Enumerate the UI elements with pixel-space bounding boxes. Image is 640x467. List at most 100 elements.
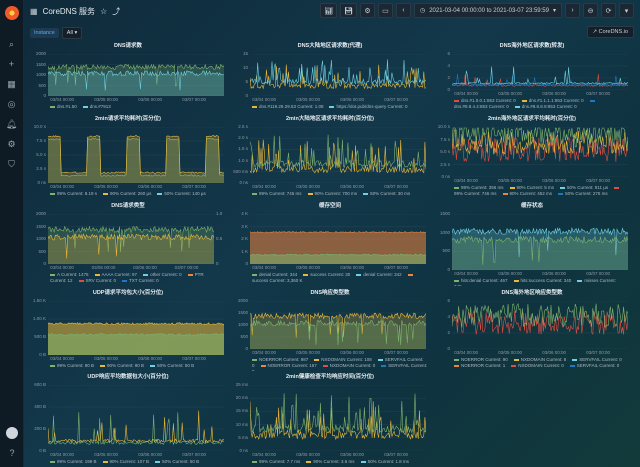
legend-item[interactable]: misses Current: 349 — [454, 278, 616, 286]
panel-title[interactable]: 2min请求平均耗时(百分位) — [94, 116, 161, 122]
legend-item[interactable]: 90% Current: 452 ms — [502, 191, 552, 196]
panel-title[interactable]: DNS海外地区请求数(转发) — [499, 43, 565, 49]
panel-title[interactable]: DNS请求类型 — [111, 203, 145, 209]
share-icon[interactable]: ⤴ — [112, 6, 121, 16]
legend-item[interactable]: https://dot.pub/dns-query Current: 0 — [329, 104, 408, 109]
legend-item[interactable]: NOERROR Current: 1 — [454, 363, 505, 368]
legend-item[interactable]: 99% Current: 7.7 ms — [252, 459, 300, 464]
panel[interactable]: DNS海外地区响应类型数 6 4 2 0 03/04 00:00 03/05 00:00 03… — [432, 289, 632, 371]
save-dashboard-button[interactable]: 💾︎ — [340, 3, 357, 18]
legend-item[interactable]: NXDOMAIN Current: 0 — [322, 363, 375, 368]
panel[interactable]: 2min海外地区请求平均耗时(百分位) 10.0 s 7.5 s 5.0 s 2.5 s… — [432, 115, 632, 199]
time-picker[interactable]: ◷ 2021-03-04 00:00:00 to 2021-03-07 23:5… — [413, 3, 562, 18]
panel[interactable]: 2min请求平均耗时(百分位) 10.0 s 7.5 s 5.0 s 2.5 s 0 ns… — [28, 115, 228, 199]
panel-title[interactable]: 2min健康检查平均响应时间(百分位) — [285, 374, 374, 380]
legend-item[interactable]: 50% Current: 1.8 ms — [360, 459, 409, 464]
panel-title[interactable]: DNS大陆地区请求数(代理) — [297, 43, 363, 49]
panel-title[interactable]: UDP请求平均包大小(百分位) — [92, 290, 164, 296]
alerting-icon[interactable]: 🔔︎ — [5, 119, 18, 129]
panel[interactable]: UDP响应平均数据包大小(百分位) 600 B 400 B 200 B 0 B 03/04… — [28, 373, 228, 467]
panel[interactable]: 缓存状态 1500 1000 500 0 03/04 00:00 03/05 00:00 03… — [432, 202, 632, 286]
legend-item[interactable]: SERVFAIL Current: 0 — [572, 357, 622, 362]
star-icon[interactable]: ☆ — [100, 6, 108, 16]
help-icon[interactable]: ? — [9, 448, 15, 458]
panel-title[interactable]: 缓存空间 — [318, 203, 341, 209]
panel[interactable]: DNS请求类型 2000 1500 1000 500 0 1.0 0.5 0 03/04 00:0… — [28, 202, 228, 286]
panel[interactable]: DNS响应类型数 2000 1500 1000 500 0 03/04 00:00 03/05… — [230, 289, 430, 371]
legend-item[interactable]: 99% Current: 8.19 s — [50, 191, 97, 196]
panel-graph[interactable] — [452, 301, 628, 349]
panel-graph[interactable] — [452, 54, 628, 90]
legend-item[interactable]: 90% Current: 5 ms — [509, 185, 554, 190]
legend-item[interactable]: NOERROR Current: 987 — [252, 357, 308, 362]
plus-icon[interactable]: + — [8, 59, 15, 69]
time-back-button[interactable]: ‹ — [395, 3, 411, 18]
legend-item[interactable]: 50% Current: 50 B — [150, 363, 194, 368]
legend-item[interactable]: SERVFAIL Current: 0 — [569, 363, 619, 368]
legend-item[interactable]: NOERROR Current: 90 — [454, 357, 508, 362]
panel[interactable]: 缓存空间 4 K 3 K 2 K 1 K 0 03/04 00:00 03/05 00:00 0… — [230, 202, 430, 286]
legend-item[interactable]: denial Current: 342 — [356, 272, 402, 277]
refresh-button[interactable]: ⟳ — [601, 3, 616, 18]
panel-graph[interactable] — [250, 214, 426, 264]
legend-item[interactable]: A Current: 1475 — [50, 272, 89, 277]
legend-item[interactable]: 90% Current: 107 B — [102, 459, 149, 464]
instance-variable-select[interactable]: All ▾ — [61, 27, 83, 39]
search-icon[interactable]: ⌕ — [8, 39, 15, 49]
legend-item[interactable]: 50% Current: 30 ms — [363, 191, 410, 196]
legend-item[interactable]: success Current: 3,360 K — [252, 272, 415, 283]
legend-item[interactable]: dns.#1.1.1.1:853 Current: 0 — [521, 98, 584, 103]
panel-graph[interactable] — [48, 385, 224, 451]
tv-mode-button[interactable]: ▭ — [377, 3, 393, 18]
panel-graph[interactable] — [250, 385, 426, 451]
legend-item[interactable]: TXT Current: 0 — [121, 278, 159, 283]
panel[interactable]: DNS大陆地区请求数(代理) 15 10 5 0 03/04 00:00 03/05 00:… — [230, 42, 430, 112]
legend-item[interactable]: dns.#1.0.0.1:853 Current: 0 — [454, 98, 516, 103]
panel-graph[interactable] — [452, 214, 628, 270]
panel[interactable]: 2min大陆地区请求平均耗时(百分位) 2.5 s 2.0 s 1.5 s 1.0 s 5… — [230, 115, 430, 199]
zoom-out-button[interactable]: ⊖ — [583, 3, 598, 18]
panel-title[interactable]: DNS海外地区响应类型数 — [501, 290, 563, 296]
panel-title[interactable]: 缓存状态 — [520, 203, 543, 209]
legend-item[interactable]: NXDOMAIN Current: 108 — [314, 357, 372, 362]
settings-button[interactable]: ⚙ — [359, 3, 375, 18]
legend-item[interactable]: hits:denial Current: 467 — [454, 278, 508, 283]
legend-item[interactable]: 90% Current: 260 µs — [103, 191, 151, 196]
legend-item[interactable]: dns.#119.29.29.53 Current: 1.08 — [252, 104, 323, 109]
legend-item[interactable]: AAAA Current: 97 — [94, 272, 137, 277]
panel[interactable]: DNS请求数 2000 1500 1000 500 0 03/04 00:00 03/05 0… — [28, 42, 228, 112]
legend-item[interactable]: NXDOMAIN Current: 8 — [513, 357, 566, 362]
legend-item[interactable]: dns.#1.50 — [50, 104, 77, 109]
explore-icon[interactable]: ◎ — [7, 99, 16, 109]
legend-item[interactable]: 99% Current: 199 B — [50, 459, 97, 464]
shield-icon[interactable]: ⛉ — [8, 159, 15, 169]
gear-icon[interactable]: ⚙ — [7, 139, 16, 149]
panel-graph[interactable] — [48, 214, 214, 264]
legend-item[interactable]: success Current: 30 — [303, 272, 350, 277]
page-title[interactable]: CoreDNS 服务 — [42, 6, 96, 16]
panel-graph[interactable] — [48, 301, 224, 355]
panel-graph[interactable] — [250, 127, 426, 183]
legend-item[interactable]: 99% Current: 745 ms — [252, 191, 302, 196]
legend-item[interactable]: hits:success Current: 340 — [513, 278, 571, 283]
add-panel-button[interactable]: 📊︎ — [320, 3, 338, 18]
legend-item[interactable]: 50% Current: 140 µs — [157, 191, 206, 196]
legend-item[interactable]: 90% Current: 700 ms — [307, 191, 357, 196]
legend-item[interactable]: 50% Current: 275 ms — [558, 191, 608, 196]
panel-title[interactable]: DNS请求数 — [113, 43, 143, 49]
legend-item[interactable]: PTR Current: 12 — [50, 272, 204, 283]
legend-item[interactable]: 99% Current: 746 ms — [454, 185, 621, 196]
panel[interactable]: UDP请求平均包大小(百分位) 1.50 K 1.00 K 500 B 0 B 03/04… — [28, 289, 228, 371]
legend-item[interactable]: 50% Current: 50 B — [155, 459, 199, 464]
legend-item[interactable]: dns.#8.8.4.4:853 Current: 0 — [454, 98, 597, 109]
legend-item[interactable]: 90% Current: 90 B — [100, 363, 144, 368]
panel-title[interactable]: 2min大陆地区请求平均耗时(百分位) — [285, 116, 374, 122]
grafana-logo[interactable] — [4, 6, 19, 20]
legend-item[interactable]: 50% Current: 911 µs — [560, 185, 608, 190]
refresh-interval-dropdown[interactable]: ▾ — [619, 3, 634, 18]
legend-item[interactable]: other Current: 0 — [143, 272, 182, 277]
panel-graph[interactable] — [48, 54, 224, 96]
panel-graph[interactable] — [452, 127, 628, 177]
legend-item[interactable]: 99% Current: 356 ms — [454, 185, 504, 190]
dashboards-icon[interactable]: ▦ — [7, 79, 16, 89]
